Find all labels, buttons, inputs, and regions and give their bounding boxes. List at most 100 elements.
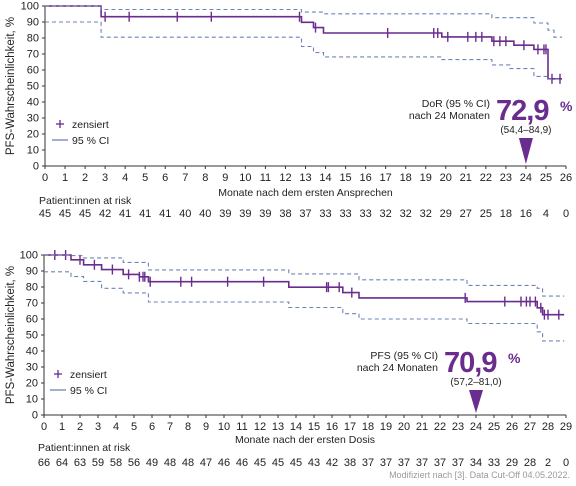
y-tick-label: 50 (26, 330, 38, 342)
y-tick-label: 20 (26, 378, 38, 390)
y-tick-label: 30 (27, 113, 39, 125)
x-tick-label: 10 (239, 172, 251, 184)
x-tick-label: 0 (41, 421, 47, 433)
annotation-label-1: PFS (95 % CI) (370, 350, 438, 362)
y-tick-label: 70 (27, 49, 39, 61)
y-tick-label: 100 (20, 250, 38, 262)
x-tick-label: 26 (560, 172, 572, 184)
risk-count: 38 (344, 457, 356, 469)
y-tick-label: 80 (27, 33, 39, 45)
legend-ci-label: 95 % CI (70, 385, 107, 397)
x-tick-label: 12 (279, 172, 291, 184)
risk-count: 45 (254, 457, 266, 469)
x-tick-label: 11 (260, 172, 271, 184)
x-tick-label: 19 (380, 421, 392, 433)
ci-lower-line (44, 271, 565, 342)
risk-count: 29 (440, 208, 452, 220)
risk-count: 46 (236, 457, 248, 469)
y-tick-label: 0 (33, 161, 39, 173)
risk-count: 0 (563, 208, 569, 220)
y-axis-title: PFS-Wahrscheinlichkeit, % (5, 17, 17, 155)
risk-count: 37 (362, 457, 374, 469)
legend-ci-label: 95 % CI (72, 135, 109, 147)
annotation-label-2: nach 24 Monaten (357, 362, 438, 374)
risk-count: 16 (520, 208, 532, 220)
risk-count: 39 (239, 208, 251, 220)
y-tick-label: 60 (26, 314, 38, 326)
y-tick-label: 0 (32, 410, 38, 422)
x-tick-label: 24 (520, 172, 532, 184)
y-tick-label: 50 (27, 81, 39, 93)
x-tick-label: 4 (113, 421, 119, 433)
risk-count: 32 (400, 208, 412, 220)
risk-table-title: Patient:innen at risk (39, 195, 132, 207)
x-tick-label: 3 (95, 421, 101, 433)
x-tick-label: 12 (254, 421, 266, 433)
risk-count: 37 (452, 457, 464, 469)
y-tick-label: 60 (27, 65, 39, 77)
x-tick-label: 9 (222, 172, 228, 184)
risk-count: 45 (39, 208, 51, 220)
risk-count: 43 (308, 457, 320, 469)
risk-count: 38 (279, 208, 291, 220)
y-tick-label: 30 (26, 362, 38, 374)
x-tick-label: 13 (299, 172, 311, 184)
x-tick-label: 21 (460, 172, 472, 184)
legend-censored-label: zensiert (72, 119, 109, 131)
y-tick-label: 90 (26, 266, 38, 278)
x-tick-label: 3 (102, 172, 108, 184)
annotation-unit: % (508, 350, 521, 366)
risk-count: 39 (219, 208, 231, 220)
risk-count: 42 (326, 457, 338, 469)
x-tick-label: 1 (59, 421, 65, 433)
risk-count: 29 (506, 457, 518, 469)
risk-count: 45 (290, 457, 302, 469)
x-tick-label: 16 (359, 172, 371, 184)
ci-upper-line (45, 5, 562, 38)
annotation-label-1: DoR (95 % CI) (422, 98, 490, 110)
km-curve (45, 5, 562, 80)
x-tick-label: 4 (122, 172, 128, 184)
x-tick-label: 5 (131, 421, 137, 433)
annotation-label-2: nach 24 Monaten (409, 110, 490, 122)
risk-count: 33 (359, 208, 371, 220)
risk-count: 46 (218, 457, 230, 469)
y-tick-label: 20 (27, 129, 39, 141)
x-axis-title: Monate nach der ersten Dosis (235, 434, 375, 446)
x-tick-label: 24 (470, 421, 482, 433)
x-tick-label: 20 (440, 172, 452, 184)
ci-lower-line (45, 21, 562, 80)
x-tick-label: 0 (42, 172, 48, 184)
x-tick-label: 19 (420, 172, 432, 184)
x-tick-label: 10 (218, 421, 230, 433)
x-tick-label: 1 (62, 172, 68, 184)
x-tick-label: 7 (182, 172, 188, 184)
ci-upper-line (44, 254, 565, 297)
y-tick-label: 70 (26, 298, 38, 310)
y-tick-label: 40 (26, 346, 38, 358)
x-tick-label: 20 (398, 421, 410, 433)
y-tick-label: 80 (26, 282, 38, 294)
x-tick-label: 17 (380, 172, 392, 184)
x-tick-label: 25 (488, 421, 500, 433)
x-tick-label: 25 (540, 172, 552, 184)
risk-count: 45 (59, 208, 71, 220)
risk-table-title: Patient:innen at risk (38, 442, 131, 454)
y-tick-label: 100 (21, 1, 39, 13)
x-tick-label: 23 (452, 421, 464, 433)
risk-count: 28 (524, 457, 536, 469)
x-tick-label: 22 (434, 421, 446, 433)
risk-count: 33 (339, 208, 351, 220)
risk-count: 59 (92, 457, 104, 469)
risk-count: 39 (259, 208, 271, 220)
risk-count: 63 (74, 457, 86, 469)
x-tick-label: 28 (542, 421, 554, 433)
x-tick-label: 6 (149, 421, 155, 433)
risk-count: 33 (319, 208, 331, 220)
risk-count: 41 (119, 208, 131, 220)
risk-count: 27 (460, 208, 472, 220)
risk-count: 58 (110, 457, 122, 469)
x-tick-label: 7 (167, 421, 173, 433)
x-tick-label: 6 (162, 172, 168, 184)
